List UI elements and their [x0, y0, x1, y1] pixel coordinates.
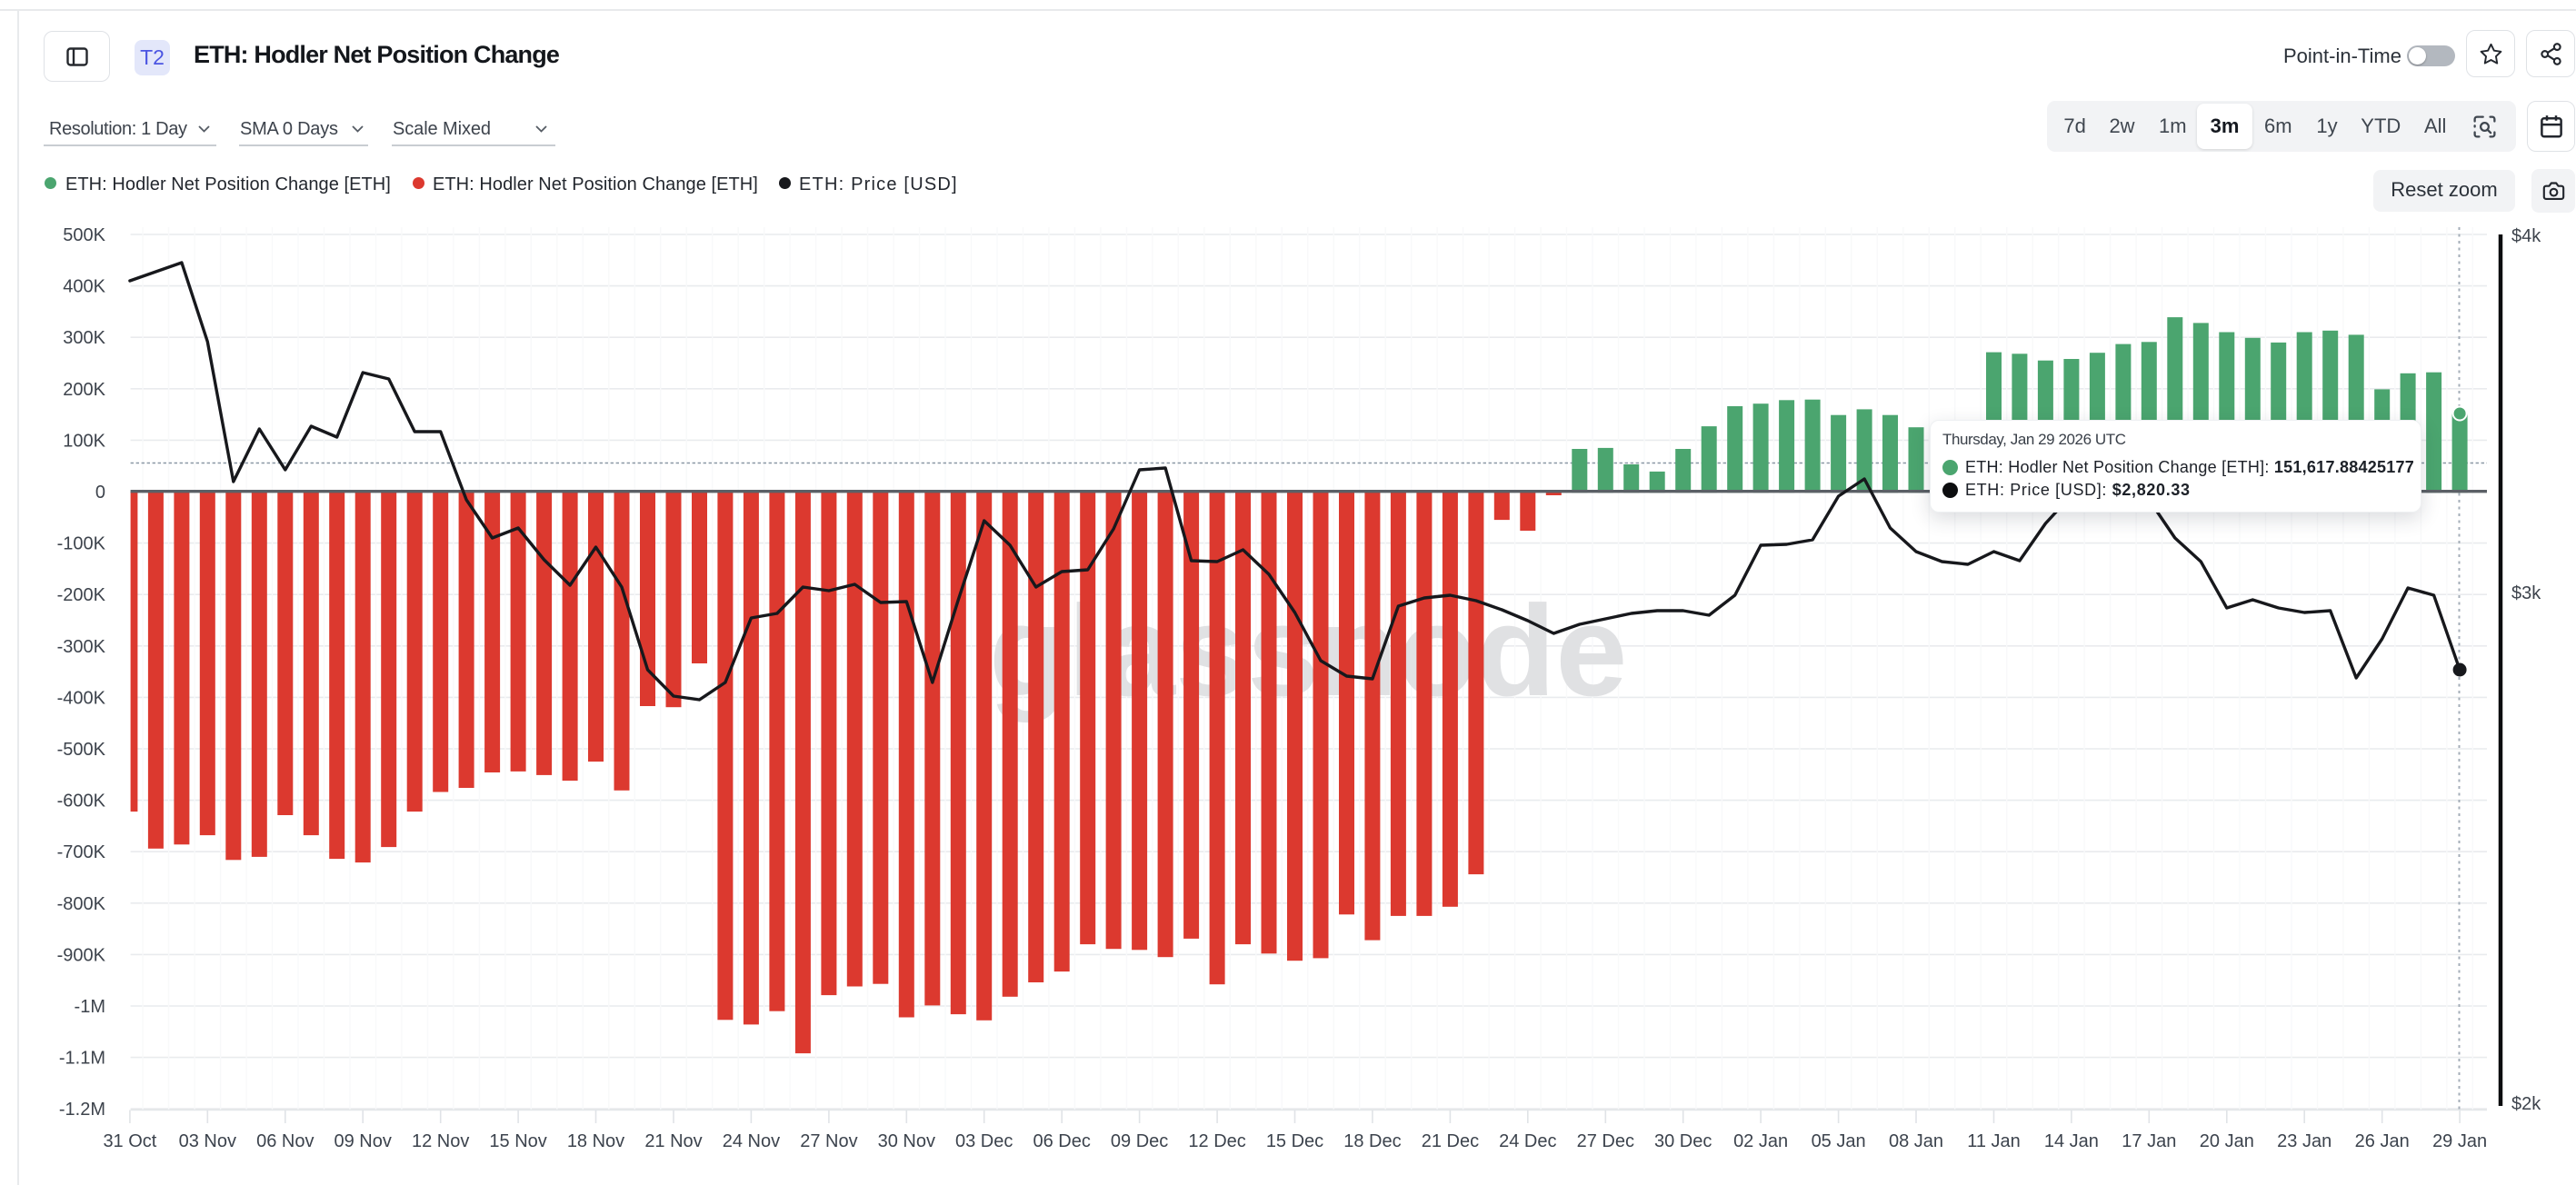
- svg-text:-500K: -500K: [57, 740, 106, 760]
- svg-text:15 Nov: 15 Nov: [489, 1131, 546, 1151]
- svg-text:0: 0: [95, 483, 105, 503]
- svg-text:400K: 400K: [63, 277, 105, 297]
- svg-text:09 Dec: 09 Dec: [1111, 1131, 1168, 1151]
- svg-text:$2k: $2k: [2511, 1094, 2541, 1114]
- svg-text:-1.2M: -1.2M: [59, 1100, 105, 1120]
- svg-text:03 Dec: 03 Dec: [955, 1131, 1013, 1151]
- svg-text:100K: 100K: [63, 431, 105, 451]
- svg-text:-1.1M: -1.1M: [59, 1049, 105, 1069]
- svg-text:08 Jan: 08 Jan: [1889, 1131, 1943, 1151]
- svg-text:09 Nov: 09 Nov: [334, 1131, 392, 1151]
- svg-text:500K: 500K: [63, 225, 105, 245]
- svg-text:18 Nov: 18 Nov: [567, 1131, 624, 1151]
- svg-text:-800K: -800K: [57, 894, 106, 914]
- svg-text:05 Jan: 05 Jan: [1812, 1131, 1866, 1151]
- svg-text:$4k: $4k: [2511, 226, 2541, 246]
- svg-text:17 Jan: 17 Jan: [2122, 1131, 2176, 1151]
- svg-text:-1M: -1M: [75, 997, 105, 1017]
- svg-text:26 Jan: 26 Jan: [2355, 1131, 2410, 1151]
- svg-text:-400K: -400K: [57, 688, 106, 708]
- svg-text:03 Nov: 03 Nov: [179, 1131, 236, 1151]
- svg-text:20 Jan: 20 Jan: [2200, 1131, 2254, 1151]
- svg-text:02 Jan: 02 Jan: [1733, 1131, 1788, 1151]
- svg-text:27 Nov: 27 Nov: [800, 1131, 857, 1151]
- svg-text:-200K: -200K: [57, 585, 106, 605]
- svg-text:11 Jan: 11 Jan: [1967, 1131, 2021, 1151]
- svg-text:30 Dec: 30 Dec: [1654, 1131, 1712, 1151]
- svg-text:-300K: -300K: [57, 637, 106, 657]
- svg-text:21 Nov: 21 Nov: [644, 1131, 702, 1151]
- svg-text:-600K: -600K: [57, 792, 106, 812]
- svg-text:-900K: -900K: [57, 945, 106, 965]
- svg-text:23 Jan: 23 Jan: [2277, 1131, 2331, 1151]
- svg-text:24 Nov: 24 Nov: [723, 1131, 780, 1151]
- svg-text:14 Jan: 14 Jan: [2044, 1131, 2099, 1151]
- svg-text:24 Dec: 24 Dec: [1499, 1131, 1556, 1151]
- svg-text:30 Nov: 30 Nov: [878, 1131, 935, 1151]
- svg-text:300K: 300K: [63, 328, 105, 348]
- svg-text:06 Nov: 06 Nov: [256, 1131, 314, 1151]
- svg-text:06 Dec: 06 Dec: [1033, 1131, 1091, 1151]
- svg-text:12 Dec: 12 Dec: [1188, 1131, 1245, 1151]
- svg-text:-700K: -700K: [57, 842, 106, 862]
- svg-text:12 Nov: 12 Nov: [412, 1131, 469, 1151]
- svg-text:27 Dec: 27 Dec: [1577, 1131, 1634, 1151]
- svg-text:21 Dec: 21 Dec: [1422, 1131, 1479, 1151]
- svg-text:$3k: $3k: [2511, 583, 2541, 603]
- svg-text:31 Oct: 31 Oct: [103, 1131, 156, 1151]
- svg-text:29 Jan: 29 Jan: [2432, 1131, 2487, 1151]
- svg-text:200K: 200K: [63, 380, 105, 400]
- svg-text:15 Dec: 15 Dec: [1266, 1131, 1323, 1151]
- svg-text:-100K: -100K: [57, 534, 106, 554]
- svg-text:18 Dec: 18 Dec: [1343, 1131, 1401, 1151]
